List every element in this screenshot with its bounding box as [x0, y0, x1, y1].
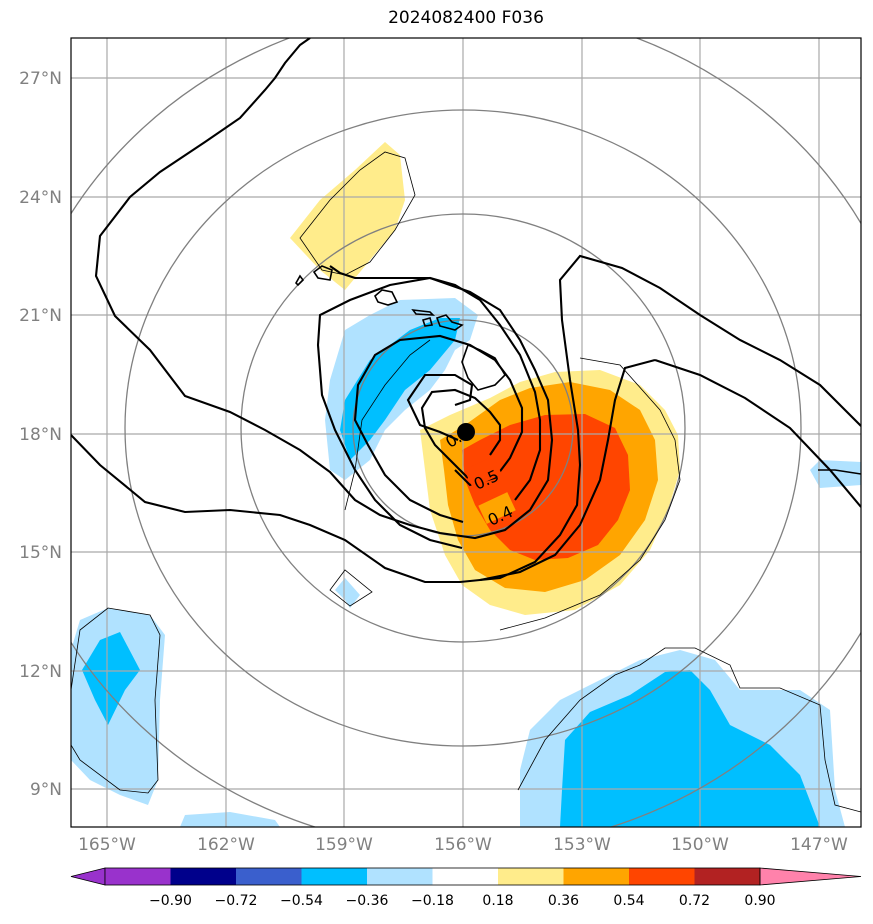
colorbar-tick-label: −0.18 [411, 893, 454, 909]
lon-tick: 150°W [671, 835, 729, 855]
lon-tick: 147°W [790, 835, 848, 855]
lon-tick: 156°W [434, 835, 492, 855]
colorbar-extension-min [70, 867, 106, 886]
map-plot-area [71, 38, 861, 827]
contour-labels: 0.5 0.4 0. [442, 428, 516, 530]
colorbar-tick-label: 0.72 [679, 893, 710, 909]
colorbar-frame [104, 867, 761, 886]
lon-tick: 153°W [553, 835, 611, 855]
lon-tick: 159°W [315, 835, 373, 855]
range-rings [71, 38, 861, 827]
lon-tick: 162°W [197, 835, 255, 855]
colorbar-swatch [432, 868, 498, 885]
lat-tick: 27°N [19, 69, 62, 89]
lon-tick: 165°W [78, 835, 136, 855]
colorbar-tick-label: 0.90 [744, 893, 775, 909]
latitude-ticks: 27°N 24°N 21°N 18°N 15°N 12°N 9°N [19, 69, 62, 800]
colorbar-tick-label: 0.36 [548, 893, 579, 909]
colorbar-swatch [236, 868, 302, 885]
lat-tick: 24°N [19, 188, 62, 208]
colorbar-swatch [105, 868, 171, 885]
coastlines [295, 265, 861, 475]
colorbar-swatch [170, 868, 236, 885]
plot-frame [70, 37, 862, 828]
colorbar-swatch [367, 868, 433, 885]
colorbar-swatch [563, 868, 629, 885]
lat-tick: 12°N [19, 662, 62, 682]
colorbar-tick-label: −0.54 [280, 893, 323, 909]
colorbar-extension-max [759, 867, 862, 886]
map-title: 2024082400 F036 [388, 8, 544, 28]
lat-tick: 21°N [19, 306, 62, 326]
colorbar-tick-label: −0.72 [215, 893, 258, 909]
colorbar-swatch [694, 868, 760, 885]
colorbar-tick-label: 0.18 [482, 893, 513, 909]
colorbar: −0.90 −0.72 −0.54 −0.36 −0.18 0.18 0.36 0.54 0.7… [70, 867, 862, 909]
lat-tick: 18°N [19, 425, 62, 445]
thick-contours [71, 38, 861, 584]
colorbar-swatch [629, 868, 695, 885]
longitude-ticks: 165°W 162°W 159°W 156°W 153°W 150°W 147°… [78, 835, 848, 855]
colorbar-swatch [498, 868, 564, 885]
lat-tick: 9°N [30, 780, 62, 800]
colorbar-tick-label: 0.54 [613, 893, 644, 909]
storm-center-marker [457, 423, 475, 441]
negative-anomaly-fields [71, 298, 861, 827]
colorbar-tick-label: −0.36 [346, 893, 389, 909]
colorbar-tick-label: −0.90 [149, 893, 192, 909]
colorbar-swatch [301, 868, 367, 885]
thin-contours [71, 151, 861, 813]
lat-tick: 15°N [19, 543, 62, 563]
